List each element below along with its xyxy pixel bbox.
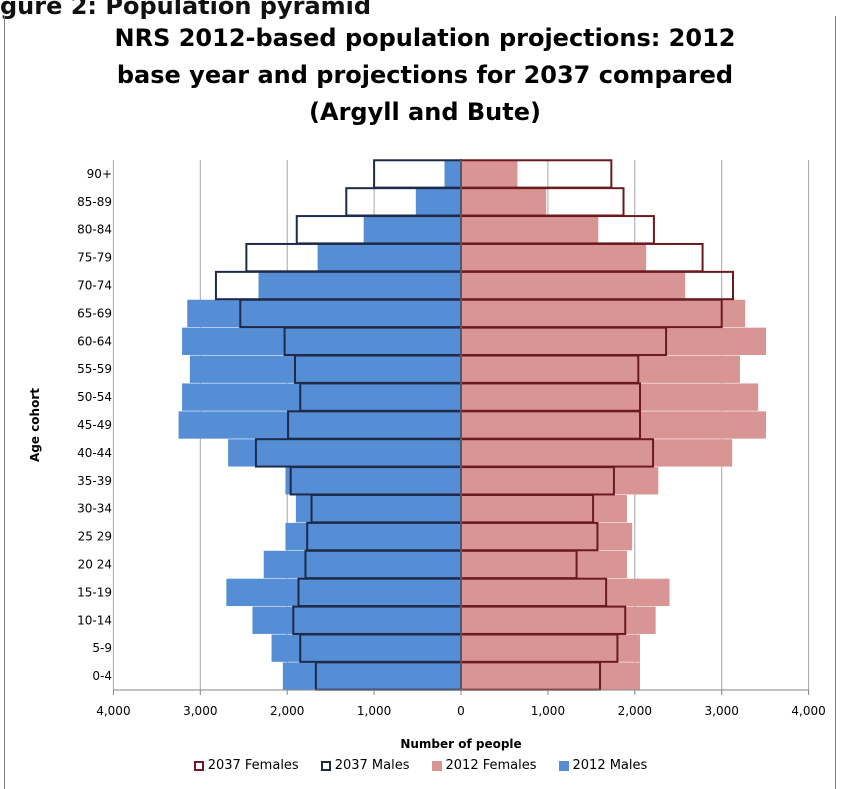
x-tick-label: 2,000 [270,704,304,718]
legend-swatch-2037-females [193,760,204,771]
chart-legend: 2037 Females 2037 Males 2012 Females 201… [0,758,841,773]
legend-item-2037-males: 2037 Males [320,758,410,773]
bar-2012-males-60-64 [182,327,461,355]
y-tick-label: 30-34 [77,502,112,516]
x-tick-label: 1,000 [357,704,391,718]
y-tick-label: 70-74 [77,279,112,293]
bar-2012-males-70-74 [258,271,461,300]
bar-2012-females-70-74 [461,271,686,300]
bar-2012-males-75-79 [317,243,461,272]
bar-2012-males-80-84 [363,216,461,244]
x-tick-label: 3,000 [183,704,217,718]
bar-2012-females-65-69 [461,299,746,328]
y-tick-label: 90+ [87,167,112,181]
y-tick-label: 15-19 [77,585,112,599]
legend-label-2037-females: 2037 Females [207,758,299,773]
legend-swatch-2012-males [558,760,569,771]
bar-2012-females-30-34 [461,495,627,523]
bar-2012-males-10-14 [252,606,461,634]
bar-2012-females-10-14 [461,606,656,634]
bar-2012-females-80-84 [461,216,599,244]
x-tick-label: 4,000 [96,704,130,718]
bar-2012-females-45-49 [461,411,767,439]
page-heading-cut: gure 2: Population pyramid [0,0,372,20]
y-tick-label: 65-69 [77,306,112,320]
y-axis-title: Age cohort [28,388,42,462]
x-tick-label: 1,000 [531,704,565,718]
x-tick-label: 4,000 [791,704,825,718]
y-tick-label: 40-44 [77,446,112,460]
chart-title-line-3: (Argyll and Bute) [309,98,541,126]
legend-item-2037-females: 2037 Females [193,758,299,773]
y-tick-label: 75-79 [77,251,112,265]
bar-2012-females-15-19 [461,578,670,607]
legend-item-2012-males: 2012 Males [558,758,648,773]
bar-2012-males-5-9 [271,634,461,662]
x-tick-label: 0 [457,704,465,718]
bar-2012-females-20-24 [461,550,627,579]
bar-2012-males-85-89 [415,188,461,216]
bar-2012-females-25-29 [461,522,633,551]
chart-title: NRS 2012-based population projections: 2… [60,20,790,131]
bar-2012-males-45-49 [178,411,461,439]
x-tick-label: 3,000 [705,704,739,718]
bar-2012-females-60-64 [461,327,767,355]
y-tick-label: 5-9 [92,641,112,655]
bar-2012-males-25-29 [285,522,461,551]
y-tick-label: 35-39 [77,474,112,488]
chart-title-line-2: base year and projections for 2037 compa… [116,61,734,89]
bar-2012-females-90+ [461,160,518,188]
bar-2012-females-75-79 [461,243,647,272]
y-tick-label: 10-14 [77,613,112,627]
bar-2012-females-55-59 [461,355,740,383]
bar-2012-females-0-4 [461,662,641,690]
bar-2012-males-90+ [444,160,461,188]
x-axis-title: Number of people [400,737,521,751]
y-tick-label: 80-84 [77,223,112,237]
bar-2012-males-35-39 [285,467,461,495]
y-tick-label: 20 24 [78,557,112,571]
y-tick-label: 55-59 [77,362,112,376]
y-tick-label: 25 29 [78,530,112,544]
tick-labels: 4,000 3,000 2,000 1,000 0 1,000 2,000 3,000 4,00… [77,167,826,718]
bar-2012-females-35-39 [461,467,659,495]
bar-2012-females-50-54 [461,383,759,411]
bar-2012-females-5-9 [461,634,641,662]
legend-swatch-2012-females [431,760,442,771]
bar-2012-males-50-54 [182,383,461,411]
legend-label-2012-females: 2012 Females [445,758,537,773]
bar-2012-males-65-69 [187,299,461,328]
bar-2012-males-55-59 [189,355,461,383]
legend-label-2037-males: 2037 Males [334,758,410,773]
chart-frame [4,16,836,789]
x-tick-label: 2,000 [618,704,652,718]
legend-item-2012-females: 2012 Females [431,758,537,773]
y-tick-label: 50-54 [77,390,112,404]
bar-2012-males-0-4 [282,662,461,690]
legend-label-2012-males: 2012 Males [572,758,648,773]
bar-2012-males-40-44 [228,439,461,467]
legend-swatch-2037-males [320,760,331,771]
bar-2012-females-40-44 [461,439,733,467]
bars-2012 [178,160,767,690]
axes [112,160,810,695]
y-tick-label: 85-89 [77,195,112,209]
y-tick-label: 0-4 [92,669,112,683]
y-tick-label: 45-49 [77,418,112,432]
bar-2012-males-20-24 [263,550,461,579]
y-tick-label: 60-64 [77,334,112,348]
bar-2012-males-30-34 [295,495,461,523]
bar-2012-females-85-89 [461,188,547,216]
chart-title-line-1: NRS 2012-based population projections: 2… [114,24,736,52]
bar-2012-males-15-19 [226,578,461,607]
